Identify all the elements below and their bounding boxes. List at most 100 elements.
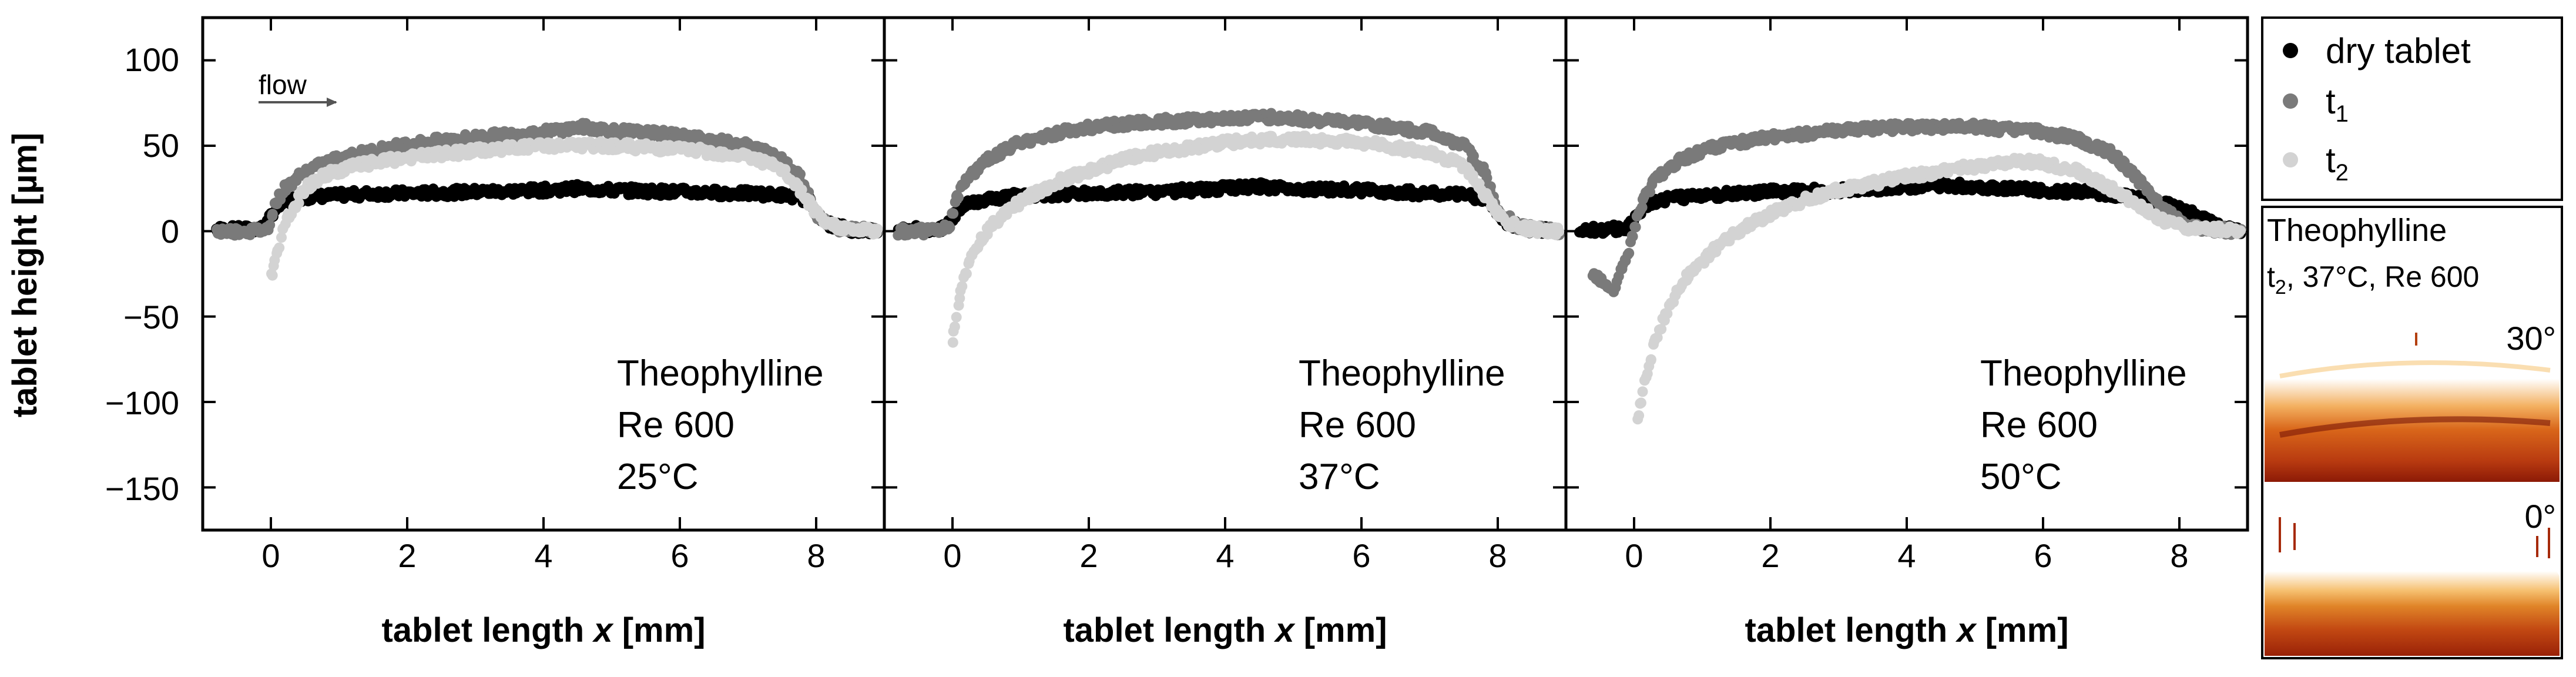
plot-frame: [883, 16, 1568, 532]
data-point-t1: [1636, 202, 1648, 213]
flow-annotation: flow: [259, 69, 337, 107]
annotation-reynolds: Re 600: [1980, 405, 2098, 445]
data-point-t1: [1481, 172, 1492, 183]
x-axis-title: tablet length x [mm]: [1745, 611, 2068, 649]
legend-marker-t1: [2283, 93, 2298, 109]
flow-arrow-head: [327, 98, 337, 107]
annotation-substance: Theophylline: [617, 353, 824, 394]
x-axis-title: tablet length x [mm]: [381, 611, 705, 649]
x-tick-label: 4: [534, 537, 552, 574]
data-point-t2: [276, 232, 287, 243]
data-point-t2: [957, 281, 968, 292]
inset-subtitle: t2, 37°C, Re 600: [2267, 260, 2479, 299]
annotation-temperature: 25°C: [617, 457, 699, 497]
inset-view-label-0: 0°: [2524, 498, 2556, 535]
data-point-t2: [274, 242, 285, 253]
data-point-t1: [264, 219, 276, 230]
x-tick-label: 8: [2170, 537, 2188, 574]
legend-frame: [2261, 16, 2563, 201]
legend-marker-t2: [2283, 152, 2298, 167]
x-tick-label: 0: [261, 537, 280, 574]
surface-spikes: [2279, 517, 2550, 558]
inset-title: Theophylline: [2267, 213, 2447, 248]
surface-render-0deg: [2265, 525, 2560, 656]
panel-25C: 0 2 4 6 8 tablet length x [mm] Theophyll…: [201, 16, 886, 649]
annotation-temperature: 37°C: [1299, 457, 1380, 497]
panel-50C: 0 2 4 6 8 tablet length x [mm] Theophyll…: [1564, 16, 2249, 649]
y-axis-title: tablet height [µm]: [6, 133, 44, 418]
legend-label-dry: dry tablet: [2326, 31, 2471, 71]
surface-highlight-30deg: [2279, 360, 2551, 378]
y-tick-label: −100: [105, 384, 179, 421]
data-point-t2: [293, 197, 304, 209]
panel-annotation: Theophylline Re 600 25°C: [617, 353, 824, 497]
inset-view-label-30: 30°: [2506, 320, 2556, 357]
annotation-temperature: 50°C: [1980, 457, 2062, 497]
x-axis-title: tablet length x [mm]: [1063, 611, 1387, 649]
data-point-t1: [267, 209, 278, 220]
x-tick-label: 2: [398, 537, 416, 574]
y-tick-label: 0: [161, 213, 179, 250]
legend-label-t1: t1: [2326, 82, 2349, 127]
surface-render-30deg: [2265, 344, 2560, 482]
data-point-t2: [1662, 308, 1673, 319]
y-tick-label: 50: [143, 127, 179, 164]
data-point-t1: [1624, 247, 1635, 259]
flow-label: flow: [259, 69, 307, 100]
data-point-t1: [944, 222, 955, 233]
data-point-t2: [872, 223, 883, 234]
x-tick-label: 6: [670, 537, 689, 574]
inset-view-30deg: 30°: [2265, 320, 2560, 482]
legend-label-t2: t2: [2326, 140, 2349, 186]
x-tick-labels: 0 2 4 6 8: [1625, 537, 2188, 574]
data-points: [211, 118, 883, 281]
y-tick-labels: 100 50 0 −50 −100 −150: [105, 41, 179, 507]
data-point-t1: [948, 208, 959, 219]
annotation-reynolds: Re 600: [1299, 405, 1416, 445]
data-point-t2: [949, 321, 960, 332]
data-point-t1: [1630, 222, 1641, 233]
data-point-t2: [1645, 354, 1656, 365]
panel-annotation: Theophylline Re 600 50°C: [1980, 353, 2187, 497]
annotation-substance: Theophylline: [1299, 353, 1505, 394]
x-tick-labels: 0 2 4 6 8: [261, 537, 825, 574]
y-tick-label: 100: [125, 41, 179, 78]
legend-marker-dry: [2283, 43, 2298, 58]
data-point-t2: [1634, 410, 1645, 421]
data-point-t1: [795, 169, 806, 180]
data-point-t2: [267, 270, 278, 281]
axis-ticks: [1566, 18, 2248, 530]
x-tick-label: 0: [943, 537, 961, 574]
surface-shadow-30deg: [2279, 416, 2551, 438]
x-tick-label: 8: [1488, 537, 1507, 574]
x-tick-label: 4: [1897, 537, 1916, 574]
annotation-reynolds: Re 600: [617, 405, 734, 445]
axis-ticks: [203, 18, 884, 530]
data-point-t2: [947, 337, 958, 348]
legend: dry tablet t1 t2: [2261, 16, 2563, 201]
x-tick-label: 6: [1352, 537, 1370, 574]
x-tick-label: 6: [2034, 537, 2052, 574]
x-tick-label: 8: [807, 537, 825, 574]
plot-frame: [1564, 16, 2249, 532]
x-tick-label: 4: [1216, 537, 1234, 574]
axis-ticks: [884, 18, 1566, 530]
inset-view-0deg: 0°: [2265, 498, 2560, 656]
x-tick-label: 2: [1079, 537, 1098, 574]
y-tick-label: −50: [123, 299, 179, 336]
panel-annotation: Theophylline Re 600 37°C: [1299, 353, 1505, 497]
data-point-t2: [1554, 226, 1565, 237]
data-point-t2: [2235, 225, 2246, 236]
y-tick-label: −150: [105, 470, 179, 507]
data-point-t2: [1637, 386, 1648, 397]
x-tick-labels: 0 2 4 6 8: [943, 537, 1507, 574]
data-point-t2: [951, 311, 962, 323]
x-tick-label: 2: [1761, 537, 1779, 574]
data-point-t2: [1635, 397, 1646, 408]
data-point-t2: [1656, 324, 1667, 335]
data-points: [893, 108, 1565, 348]
data-point-t1: [953, 192, 964, 203]
x-tick-label: 0: [1625, 537, 1643, 574]
inset-3d-view: Theophylline t2, 37°C, Re 600 30° 0°: [2261, 206, 2563, 659]
